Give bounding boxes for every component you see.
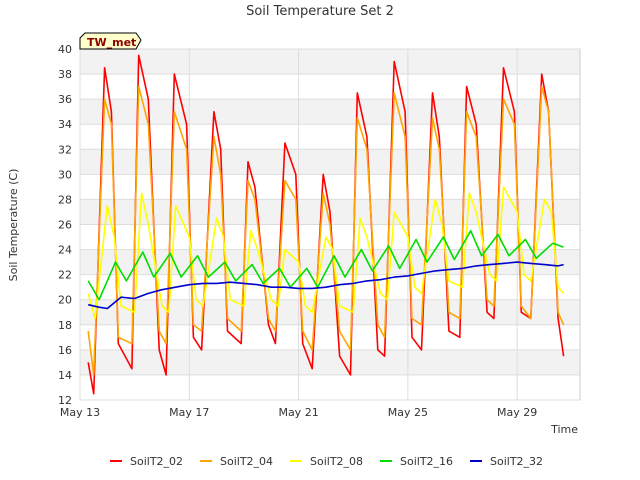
plot-band — [80, 99, 580, 125]
y-tick-label: 22 — [58, 269, 72, 282]
plot-band — [80, 174, 580, 200]
legend: SoilT2_02 SoilT2_04 SoilT2_08 SoilT2_16 Soil… — [110, 455, 543, 468]
plot-band — [80, 299, 580, 325]
plot-band — [80, 74, 580, 100]
legend-label: SoilT2_32 — [490, 455, 543, 468]
y-axis-label: Soil Temperature (C) — [7, 169, 20, 282]
plot-band — [80, 374, 580, 400]
y-tick-label: 14 — [58, 369, 72, 382]
data-series — [87, 54, 565, 395]
legend-label: SoilT2_16 — [400, 455, 453, 468]
y-tick-label: 24 — [58, 244, 72, 257]
site-label-background — [79, 32, 142, 50]
y-tick-label: 18 — [58, 319, 72, 332]
legend-label: SoilT2_02 — [130, 455, 183, 468]
y-tick-label: 34 — [58, 118, 72, 131]
x-axis-label: Time — [550, 423, 578, 436]
legend-label: SoilT2_08 — [310, 455, 363, 468]
plot-band — [80, 49, 580, 75]
plot-band — [80, 149, 580, 175]
x-tick-labels: May 13 May 17 May 21 May 25 May 29 — [60, 406, 537, 419]
y-tick-label: 20 — [58, 294, 72, 307]
x-tick-label: May 29 — [497, 406, 537, 419]
x-tick-label: May 13 — [60, 406, 100, 419]
y-tick-label: 36 — [58, 93, 72, 106]
plot-band — [80, 349, 580, 375]
series-line-soilt2_04 — [87, 85, 565, 376]
grid-lines — [79, 48, 580, 401]
y-tick-label: 32 — [58, 143, 72, 156]
y-tick-label: 40 — [58, 43, 72, 56]
y-tick-labels: 12 14 16 18 20 22 24 26 28 30 32 34 36 38 40 — [58, 43, 72, 407]
x-tick-label: May 25 — [388, 406, 428, 419]
site-label: TW_met — [87, 36, 136, 49]
series-line-soilt2_16 — [87, 230, 564, 301]
y-tick-label: 38 — [58, 68, 72, 81]
legend-label: SoilT2_04 — [220, 455, 273, 468]
series-line-soilt2_08 — [87, 186, 565, 320]
y-tick-label: 26 — [58, 219, 72, 232]
x-tick-label: May 17 — [169, 406, 209, 419]
plot-band — [80, 124, 580, 150]
chart-title: Soil Temperature Set 2 — [246, 4, 394, 19]
y-tick-label: 30 — [58, 168, 72, 181]
y-tick-label: 28 — [58, 193, 72, 206]
series-line-soilt2_32 — [88, 261, 564, 310]
series-line-soilt2_02 — [87, 54, 565, 395]
plot-band — [80, 324, 580, 350]
x-tick-label: May 21 — [278, 406, 318, 419]
y-tick-label: 16 — [58, 344, 72, 357]
y-tick-label: 12 — [58, 394, 72, 407]
site-label-box: TW_met — [79, 32, 142, 50]
